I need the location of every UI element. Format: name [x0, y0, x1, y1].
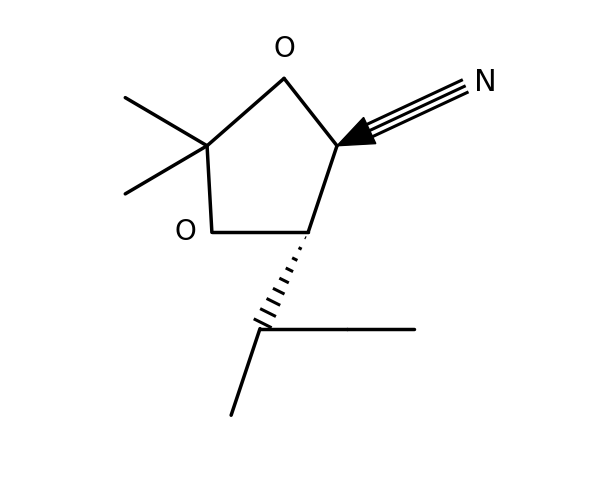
Text: N: N	[473, 68, 496, 97]
Text: O: O	[175, 218, 196, 246]
Polygon shape	[337, 118, 376, 146]
Text: O: O	[273, 35, 295, 63]
